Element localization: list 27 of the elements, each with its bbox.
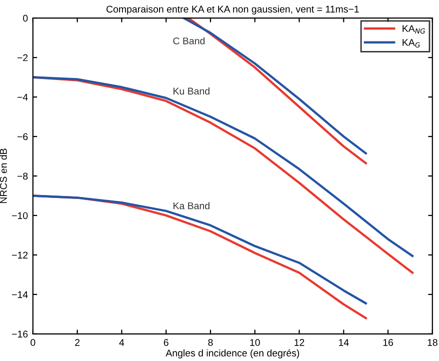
y-tick-label: −4 (17, 94, 28, 101)
legend-label: KA$_{G}$ (402, 39, 420, 48)
x-tick-label: 12 (294, 339, 304, 346)
x-tick-label: 16 (383, 339, 394, 346)
x-tick-label: 6 (164, 339, 168, 346)
x-tick-label: 4 (119, 339, 124, 346)
y-tick-label: 0 (23, 14, 28, 22)
y-tick-label: −8 (17, 172, 28, 180)
x-tick-label: 18 (428, 339, 438, 346)
y-tick-label: −12 (12, 252, 28, 258)
y-tick-label: −14 (12, 291, 28, 298)
annotation: Ku Band (174, 87, 210, 95)
annotation: C Band (173, 37, 205, 44)
legend-label: KA$_{NG}$ (402, 25, 425, 34)
y-axis-title: NRCS en dB (0, 148, 7, 204)
chart-title: Comparaison entre KA et KA non gaussien, vent = 11ms−1 (106, 5, 359, 15)
x-tick-label: 8 (208, 339, 213, 346)
x-tick-label: 10 (250, 339, 260, 346)
x-tick-label: 2 (75, 339, 80, 346)
y-tick-label: −16 (12, 330, 28, 338)
x-axis-title: Angles d incidence (en degrés) (166, 349, 300, 358)
x-tick-label: 0 (30, 339, 36, 346)
y-tick-label: −10 (12, 212, 28, 220)
y-tick-label: −2 (17, 54, 28, 62)
annotation: Ka Band (174, 202, 210, 210)
x-tick-label: 14 (338, 339, 349, 346)
y-tick-label: −6 (17, 133, 28, 140)
